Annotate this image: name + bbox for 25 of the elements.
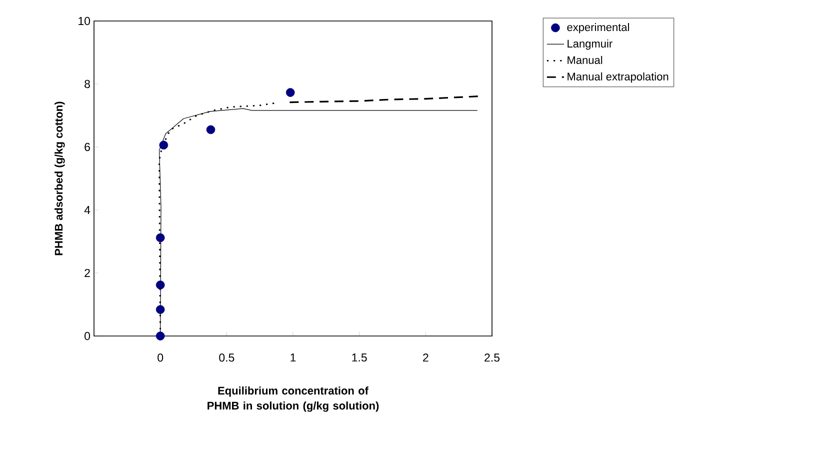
point — [159, 140, 168, 150]
point — [156, 233, 165, 242]
legend-label: Langmuir — [568, 39, 612, 50]
legend-label: Manual — [568, 56, 602, 64]
legend-label: experimental — [567, 23, 629, 34]
x-tick-label: 1 — [290, 354, 296, 362]
x-tick-label: 2 — [423, 354, 428, 362]
y-tick-label: 0 — [84, 332, 90, 340]
point — [156, 332, 165, 340]
y-tick-label: 8 — [84, 80, 90, 88]
x-tick-label: 0.5 — [219, 354, 234, 362]
y-tick-label: 2 — [84, 268, 90, 278]
point — [156, 305, 165, 314]
y-tick-label: 4 — [84, 206, 90, 214]
y-tick-label: 6 — [84, 142, 90, 152]
point — [156, 280, 165, 290]
legend-label: Manual extrapolation — [568, 72, 668, 83]
x-tick-label: 2.5 — [484, 354, 500, 362]
y-tick-label: 10 — [78, 16, 90, 26]
x-axis-title: Equilibrium concentration of PHMB in solution (g/kg solution) — [208, 386, 379, 412]
point — [286, 88, 295, 97]
point — [206, 125, 216, 134]
x-tick-label: 1.5 — [352, 354, 367, 362]
y-axis-title: PHMB adsorbed (g/kg cotton) — [54, 102, 65, 256]
x-tick-label: 0 — [158, 354, 164, 362]
